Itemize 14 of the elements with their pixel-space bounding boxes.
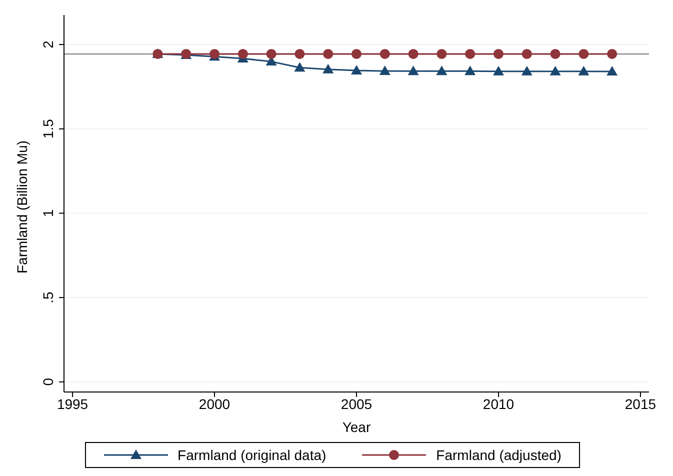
y-tick-label: .5 — [40, 291, 56, 304]
legend-label: Farmland (original data) — [178, 447, 326, 463]
x-tick-label: 2005 — [340, 396, 372, 412]
x-tick-label: 2010 — [482, 396, 514, 412]
x-tick-label: 1995 — [56, 396, 88, 412]
x-tick-label: 2000 — [198, 396, 230, 412]
x-axis-title: Year — [342, 419, 371, 435]
y-axis-title: Farmland (Billion Mu) — [14, 140, 30, 274]
y-tick-label: 1 — [40, 209, 56, 218]
x-tick-label: 2015 — [624, 396, 656, 412]
y-tick-label: 0 — [40, 378, 56, 386]
y-tick-label: 2 — [40, 40, 56, 48]
legend-label: Farmland (adjusted) — [436, 447, 562, 463]
y-tick-label: 1.5 — [40, 118, 56, 139]
